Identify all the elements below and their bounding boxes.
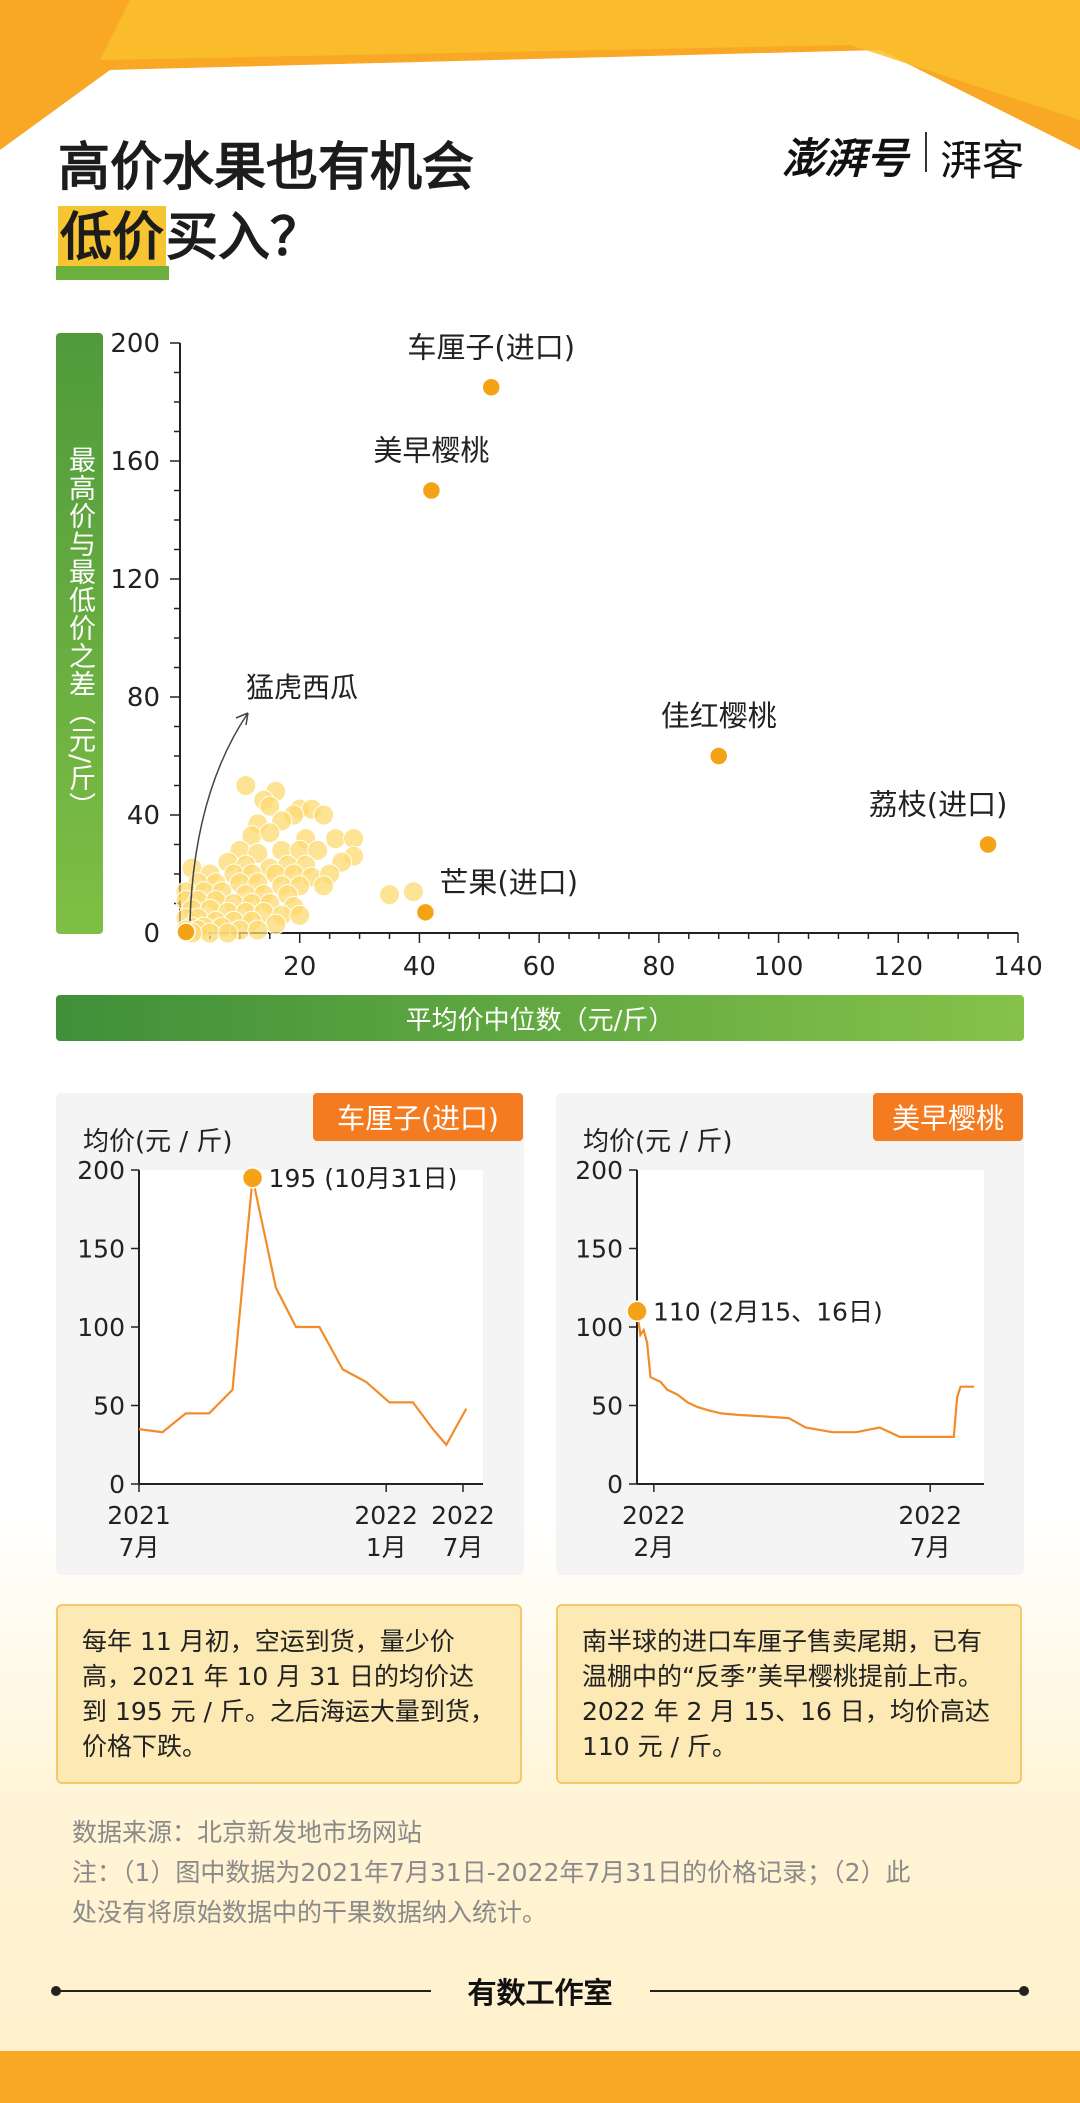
- y-tick-label: 160: [110, 447, 160, 477]
- footer-line-right: [650, 1990, 1024, 1992]
- line-chart-meizao: 0 50 100 150 200 2022 2月 2022 7月 110 (2月15、16日): [575, 1156, 984, 1562]
- annotation-watermelon: 猛虎西瓜: [246, 671, 358, 704]
- y-tick-label: 40: [127, 801, 160, 831]
- y-tick-label: 200: [77, 1156, 125, 1185]
- y-tick-label: 80: [127, 683, 160, 713]
- labeled-point: [978, 834, 998, 855]
- y-tick-label: 50: [591, 1392, 623, 1421]
- x-tick-year: 2022: [431, 1501, 495, 1530]
- scatter-point: [313, 804, 335, 826]
- scatter-point: [265, 913, 287, 935]
- x-tick-year: 2021: [107, 1501, 171, 1530]
- y-tick-label: 200: [575, 1156, 623, 1185]
- source-line-2: 注：（1）图中数据为2021年7月31日-2022年7月31日的价格记录；（2）…: [72, 1858, 911, 1887]
- note-cherry: 每年 11 月初，空运到货，量少价高，2021 年 10 月 31 日的均价达到…: [56, 1604, 522, 1784]
- x-tick-month: 7月: [119, 1533, 160, 1562]
- brand-divider: [925, 132, 927, 172]
- labeled-point: [481, 377, 502, 397]
- y-axis-label: 最高价与最低价之差（元/斤）: [64, 446, 95, 821]
- peak-label: 110 (2月15、16日): [653, 1297, 883, 1326]
- y-tick-label: 50: [93, 1392, 125, 1421]
- x-tick-month: 7月: [443, 1533, 484, 1562]
- scatter-point: [325, 828, 347, 850]
- unit-cherry: 均价(元 / 斤): [83, 1127, 233, 1157]
- peak-point: [626, 1300, 648, 1323]
- scatter-point: [259, 822, 281, 844]
- y-axis-band: [56, 333, 103, 934]
- y-tick-label: 150: [575, 1235, 623, 1264]
- y-tick-label: 0: [607, 1470, 623, 1499]
- source-line-3: 处没有将原始数据中的干果数据纳入统计。: [72, 1898, 548, 1927]
- labeled-point: [421, 480, 442, 501]
- point-label: 佳红樱桃: [661, 699, 777, 733]
- title-rest: 买入？: [166, 208, 323, 268]
- x-tick-month: 2月: [633, 1533, 674, 1562]
- footer-dot-left: [51, 1986, 61, 1996]
- note-meizao: 南半球的进口车厘子售卖尾期，已有温棚中的“反季”美早樱桃提前上市。2022 年 …: [556, 1604, 1022, 1784]
- title-underline: [56, 266, 169, 280]
- title-line-2: 低价买入？: [58, 206, 322, 270]
- scatter-point: [307, 839, 329, 861]
- x-tick-label: 80: [642, 952, 675, 982]
- y-tick-label: 150: [77, 1235, 125, 1264]
- y-tick-label: 100: [77, 1313, 125, 1342]
- scatter-chart: 20 40 60 80 100 120 140 0 40 80 120 160 200 猛虎西瓜 车厘子(进…: [110, 329, 1043, 982]
- scatter-point: [235, 775, 257, 796]
- scatter-point: [289, 904, 311, 926]
- x-tick-year: 2022: [354, 1501, 418, 1530]
- series-line: [635, 1311, 974, 1438]
- scatter-point: [402, 881, 424, 903]
- x-tick-label: 120: [873, 952, 923, 982]
- y-tick-label: 0: [109, 1470, 125, 1499]
- bottom-bar: [0, 2051, 1080, 2103]
- labeled-point: [708, 746, 729, 766]
- plot-background: [637, 1170, 984, 1484]
- y-tick-label: 200: [110, 329, 160, 359]
- x-tick-month: 1月: [366, 1533, 407, 1562]
- y-tick-label: 0: [143, 919, 160, 949]
- footer-dot-right: [1019, 1986, 1029, 1996]
- scatter-point: [259, 795, 281, 817]
- line-chart-cherry: 0 50 100 150 200 2021 7月 2022 1月 2022 7月 195 (10月31…: [77, 1156, 495, 1562]
- x-tick-label: 60: [523, 952, 556, 982]
- peak-label: 195 (10月31日): [269, 1164, 458, 1193]
- x-tick-year: 2022: [622, 1501, 686, 1530]
- source-line-1: 数据来源：北京新发地市场网站: [72, 1818, 423, 1847]
- x-tick-label: 40: [403, 952, 436, 982]
- brand-logo: 澎湃号: [782, 134, 909, 183]
- labeled-point: [415, 902, 436, 923]
- brand-sub: 湃客: [940, 136, 1025, 185]
- point-label: 车厘子(进口): [407, 330, 575, 364]
- footer-studio: 有数工作室: [467, 1976, 613, 2010]
- annotation-arrow-head: [235, 712, 249, 726]
- point-label: 美早樱桃: [373, 434, 489, 468]
- tag-meizao: 美早樱桃: [873, 1093, 1023, 1141]
- point-label: 荔枝(进口): [869, 788, 1008, 822]
- x-tick-year: 2022: [898, 1501, 962, 1530]
- scatter-point: [217, 922, 239, 944]
- x-tick-month: 7月: [910, 1533, 951, 1562]
- series-line: [138, 1177, 468, 1447]
- y-tick-label: 100: [575, 1313, 623, 1342]
- annotation-arrow: [189, 712, 249, 922]
- title-line-1: 高价水果也有机会: [58, 138, 475, 198]
- y-tick-label: 120: [110, 565, 160, 595]
- scatter-point: [199, 922, 221, 944]
- scatter-point: [313, 875, 335, 897]
- x-tick-label: 100: [754, 952, 804, 982]
- x-tick-label: 140: [993, 952, 1043, 982]
- scatter-point: [247, 919, 269, 941]
- x-tick-label: 20: [283, 952, 316, 982]
- unit-meizao: 均价(元 / 斤): [583, 1127, 733, 1157]
- scatter-point: [343, 828, 365, 850]
- x-axis-label: 平均价中位数（元/斤）: [56, 995, 1024, 1041]
- title-highlight: 低价: [58, 206, 167, 270]
- footer-line-left: [56, 1990, 431, 1992]
- tag-cherry: 车厘子(进口): [313, 1093, 523, 1141]
- peak-point: [241, 1167, 264, 1189]
- scatter-point-watermelon: [176, 922, 196, 942]
- point-label: 芒果(进口): [439, 865, 578, 899]
- scatter-point: [379, 884, 400, 906]
